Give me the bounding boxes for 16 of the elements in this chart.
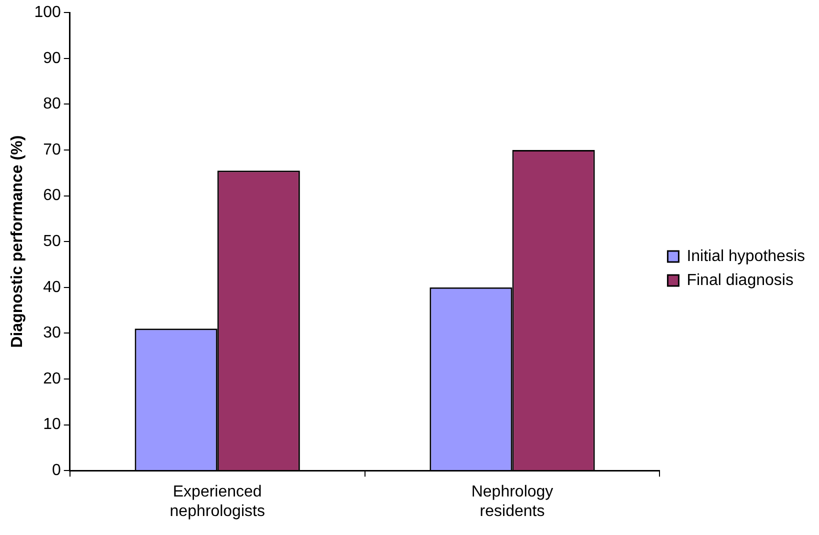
- y-tick-label: 100: [34, 4, 61, 22]
- y-tick-label: 90: [43, 50, 61, 67]
- legend-label: Initial hypothesis: [686, 248, 806, 265]
- y-tick-label: 0: [52, 462, 61, 480]
- x-tick-label: Nephrology residents: [471, 484, 554, 520]
- y-tick-label: 70: [43, 141, 61, 158]
- y-axis-title: Diagnostic performance (%): [9, 135, 26, 348]
- y-tick-label: 80: [43, 96, 61, 113]
- y-tick-label: 40: [43, 278, 61, 296]
- y-tick-label: 50: [43, 233, 61, 250]
- y-tick-label: 10: [43, 416, 61, 434]
- y-tick-label: 20: [43, 370, 61, 388]
- legend-label: Final diagnosis: [686, 272, 794, 289]
- y-tick-label: 30: [43, 324, 61, 342]
- x-tick-label: Experienced nephrologists: [170, 484, 265, 520]
- y-tick-label: 60: [43, 187, 61, 204]
